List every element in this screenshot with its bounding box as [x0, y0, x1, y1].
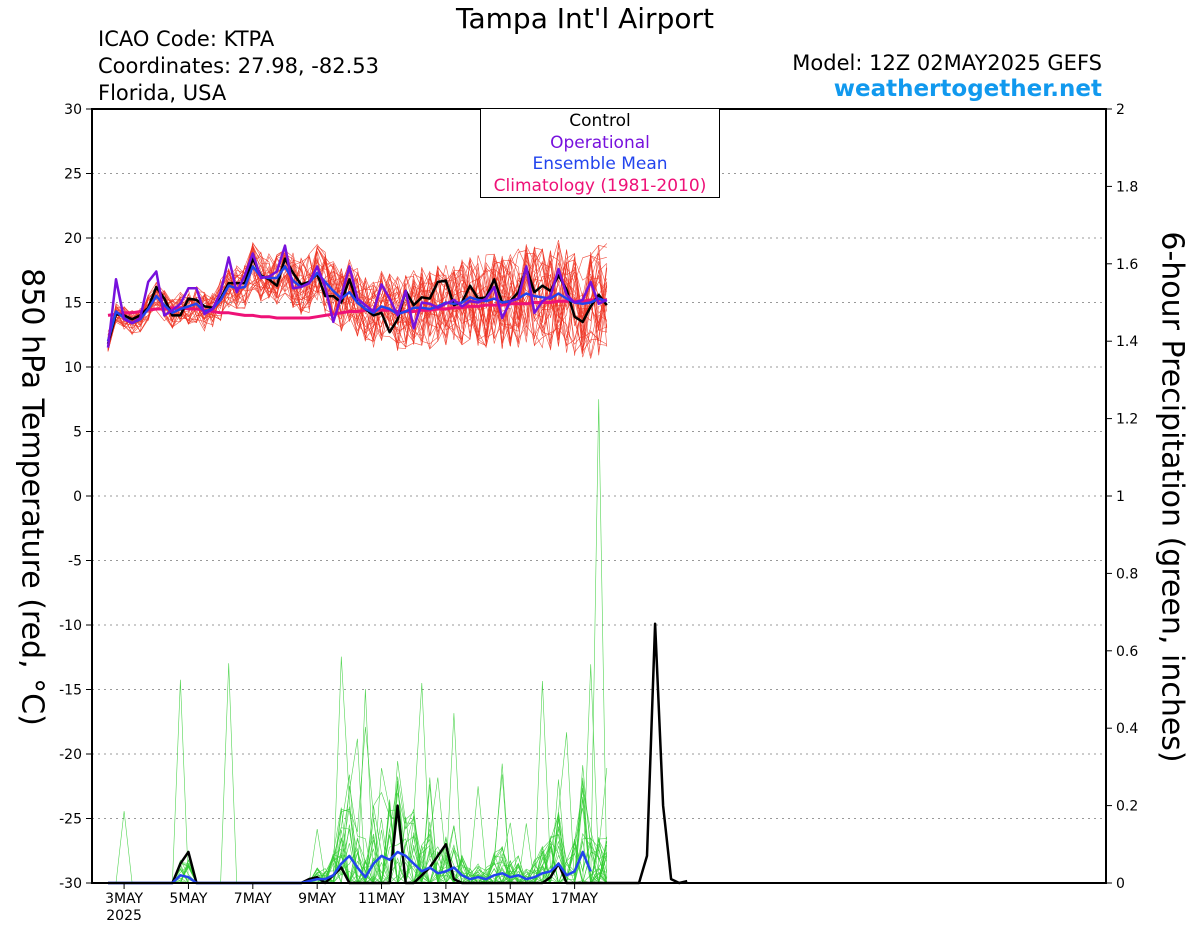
y2-tick-label: 0.8: [1116, 566, 1138, 582]
plot-frame: [91, 108, 1107, 884]
y-tick-label: -15: [59, 683, 82, 699]
legend-operational: Operational: [550, 132, 650, 153]
x-tick-label: 13MAY: [422, 891, 469, 907]
x-tick-sublabel: 2025: [106, 908, 142, 924]
y2-tick-label: 0.6: [1116, 644, 1138, 660]
precipitation-member-line: [108, 664, 608, 884]
y-tick-label: 0: [73, 489, 82, 505]
x-tick-label: 9MAY: [298, 891, 336, 907]
y-tick-label: 5: [73, 425, 82, 441]
y-tick-label: -30: [59, 876, 82, 892]
precipitation-series-control: [108, 622, 688, 885]
precipitation-member-line: [108, 663, 608, 884]
x-tick-label: 11MAY: [358, 891, 405, 907]
x-tick-label: 7MAY: [234, 891, 272, 907]
y-tick-label: 10: [64, 360, 82, 376]
y-tick-label: 30: [64, 102, 82, 118]
y2-tick-label: 1.6: [1116, 257, 1138, 273]
chart-title: Tampa Int'l Airport: [456, 2, 714, 35]
legend: Control Operational Ensemble Mean Climat…: [480, 108, 720, 198]
x-tick-label: 17MAY: [551, 891, 598, 907]
y2-tick-label: 0.4: [1116, 721, 1138, 737]
model-run: Model: 12Z 02MAY2025 GEFS: [792, 51, 1102, 75]
legend-ensemble-mean: Ensemble Mean: [532, 154, 668, 174]
y2-tick-label: 1: [1116, 489, 1125, 505]
x-tick-label: 5MAY: [169, 891, 207, 907]
y2-tick-label: 1.8: [1116, 179, 1138, 195]
precipitation-series-ensemble-mean: [108, 850, 592, 885]
y-tick-label: -5: [68, 554, 82, 570]
legend-control: Control: [569, 111, 631, 131]
y-tick-label: 15: [64, 296, 82, 312]
coordinates: Coordinates: 27.98, -82.53: [98, 54, 379, 78]
x-tick-label: 15MAY: [487, 891, 534, 907]
temperature-member-line: [107, 250, 608, 349]
y2-tick-label: 2: [1116, 102, 1125, 118]
y-tick-label: 25: [64, 167, 82, 183]
y2-tick-label: 0.2: [1116, 799, 1138, 815]
y-tick-label: -10: [59, 618, 82, 634]
icao-code: ICAO Code: KTPA: [98, 27, 275, 51]
temperature-series-operational: [106, 244, 608, 348]
y2-tick-label: 1.2: [1116, 412, 1138, 428]
site-link[interactable]: weathertogether.net: [833, 76, 1102, 102]
y-tick-label: 20: [64, 231, 82, 247]
precipitation-member-line: [108, 399, 608, 885]
legend-climatology: Climatology (1981-2010): [493, 175, 707, 196]
x-tick-label: 3MAY: [105, 891, 143, 907]
y-tick-label: -20: [59, 747, 82, 763]
y-tick-label: -25: [59, 812, 82, 828]
y2-tick-label: 0: [1116, 876, 1125, 892]
temperature-member-line: [107, 243, 608, 350]
region: Florida, USA: [98, 81, 227, 105]
temperature-series-climatology-1981-2010-: [107, 298, 607, 320]
y2-tick-label: 1.4: [1116, 334, 1138, 350]
temperature-series-ensemble-mean: [106, 265, 608, 342]
